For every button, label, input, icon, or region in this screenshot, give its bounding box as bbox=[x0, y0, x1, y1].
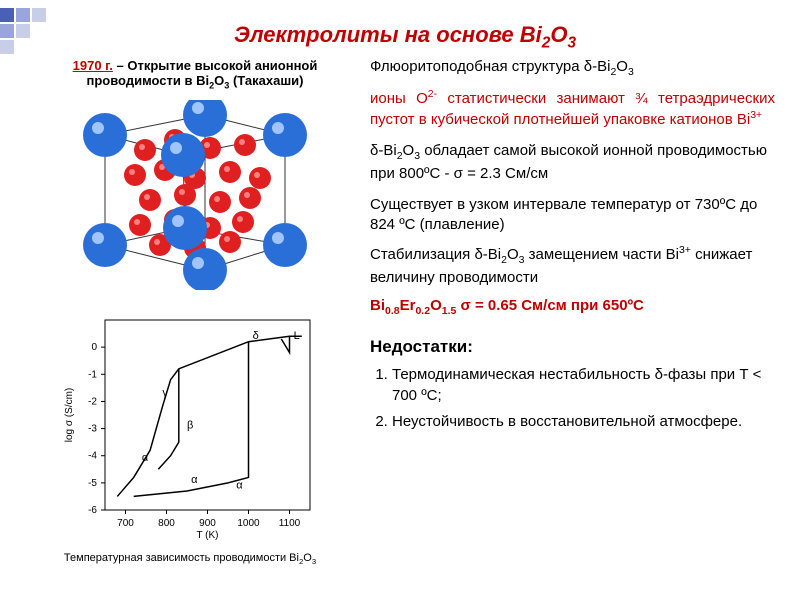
svg-text:-5: -5 bbox=[88, 478, 97, 489]
doped-formula-text: Bi0.8Er0.2O1.5 σ = 0.65 См/см при 650ºС bbox=[370, 297, 775, 317]
svg-text:L: L bbox=[294, 330, 300, 342]
svg-text:log σ (S/cm): log σ (S/cm) bbox=[64, 388, 75, 443]
slide-title: Электролиты на основе Bi2O3 bbox=[145, 22, 665, 52]
ion-occupation-text: ионы O2- статистически занимают ¾ тетраэ… bbox=[370, 88, 775, 129]
drawback-item: Неустойчивость в восстановительной атмос… bbox=[392, 412, 775, 432]
svg-text:-3: -3 bbox=[88, 424, 97, 435]
svg-text:T (K): T (K) bbox=[196, 530, 218, 540]
svg-text:700: 700 bbox=[117, 518, 134, 529]
year: 1970 г. bbox=[73, 58, 113, 73]
conductivity-text: δ-Bi2O3 обладает самой высокой ионной пр… bbox=[370, 141, 775, 183]
chart-caption: Температурная зависимость проводимости B… bbox=[35, 552, 345, 566]
right-column: Флюоритоподобная структура δ-Bi2O3 ионы … bbox=[370, 58, 775, 438]
svg-text:-4: -4 bbox=[88, 451, 97, 462]
deco-sq bbox=[0, 24, 14, 38]
svg-text:1100: 1100 bbox=[279, 518, 301, 529]
svg-text:900: 900 bbox=[199, 518, 216, 529]
svg-text:-1: -1 bbox=[88, 369, 97, 380]
conductivity-chart: 700 800 900 1000 1100 -6 -5 -4 -3 -2 -1 0 T (K) log σ… bbox=[60, 310, 320, 540]
svg-text:γ: γ bbox=[162, 387, 168, 399]
svg-text:δ: δ bbox=[253, 330, 259, 342]
deco-sq bbox=[32, 8, 46, 22]
deco-sq bbox=[16, 24, 30, 38]
svg-text:-6: -6 bbox=[88, 505, 97, 516]
drawback-item: Термодинамическая нестабильность δ-фазы … bbox=[392, 365, 775, 406]
discovery-subtitle: 1970 г. – Открытие высокой анионной пров… bbox=[40, 58, 350, 91]
svg-text:α: α bbox=[142, 452, 149, 464]
svg-text:α: α bbox=[236, 479, 243, 491]
svg-text:0: 0 bbox=[91, 342, 97, 353]
drawbacks-list: Термодинамическая нестабильность δ-фазы … bbox=[370, 365, 775, 432]
corner-decoration bbox=[0, 0, 60, 60]
crystal-structure-diagram bbox=[70, 100, 320, 290]
temperature-range-text: Существует в узком интервале температур … bbox=[370, 195, 775, 234]
drawbacks-title: Недостатки: bbox=[370, 337, 775, 357]
fluorite-structure-text: Флюоритоподобная структура δ-Bi2O3 bbox=[370, 58, 775, 78]
deco-sq bbox=[0, 40, 14, 54]
svg-text:β: β bbox=[187, 420, 193, 432]
svg-text:-2: -2 bbox=[88, 396, 97, 407]
svg-text:α: α bbox=[191, 474, 198, 486]
deco-sq bbox=[16, 8, 30, 22]
svg-text:800: 800 bbox=[158, 518, 175, 529]
subtitle-rest: – Открытие высокой анионной проводимости… bbox=[87, 58, 318, 88]
deco-sq bbox=[0, 8, 14, 22]
stabilization-text: Стабилизация δ-Bi2O3 замещением части Bi… bbox=[370, 244, 775, 287]
svg-text:1000: 1000 bbox=[237, 518, 260, 529]
